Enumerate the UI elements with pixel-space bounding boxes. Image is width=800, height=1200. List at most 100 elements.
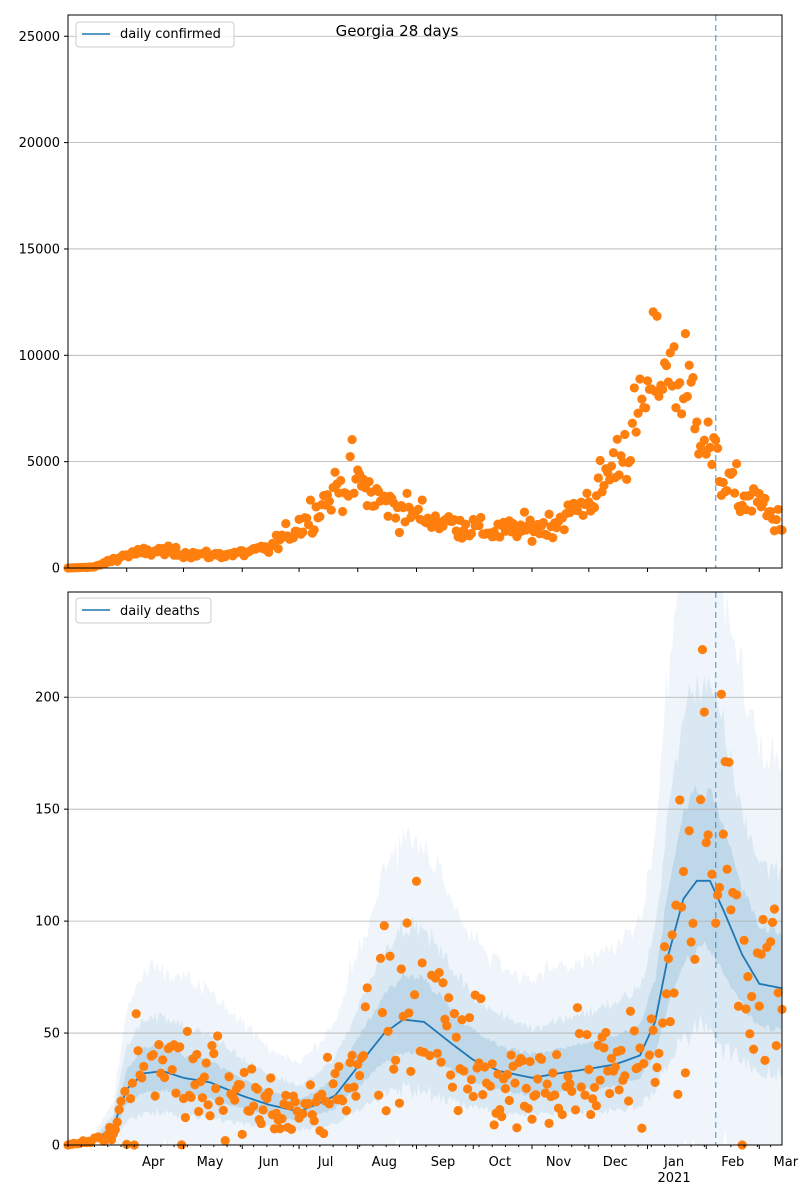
top-point-251 [538,517,548,528]
top-y-tick-label-4: 20000 [19,136,60,151]
bottom-x-tick-label-9: Jan [663,1155,684,1170]
top-point-254 [544,509,554,519]
top-point-302 [635,374,645,384]
bottom-point-303 [724,757,734,767]
top-point-272 [578,510,588,521]
bottom-point-102 [281,1090,291,1100]
top-point-303 [637,394,647,404]
bottom-point-309 [739,935,749,945]
bottom-point-306 [731,890,742,900]
top-point-300 [631,427,641,437]
bottom-point-42 [159,1072,170,1083]
bottom-point-69 [213,1031,223,1041]
bottom-point-322 [767,917,778,928]
bottom-axes-frame [67,591,783,1146]
bottom-point-29 [127,1078,137,1088]
bottom-point-325 [773,988,783,998]
top-point-374 [771,515,781,525]
bottom-point-53 [182,1026,192,1036]
bottom-point-289 [690,954,700,964]
bottom-point-274 [659,942,670,952]
bottom-point-156 [404,1008,414,1018]
bottom-point-179 [457,1015,467,1025]
bottom-point-292 [699,707,709,717]
bottom-point-176 [451,1032,461,1042]
bottom-point-182 [464,1013,475,1023]
bottom-panel: 0 50 100 150 200 Apr May Jun Jul Aug Sep Oct Nov Dec… [35,591,799,1186]
bottom-daily-deaths-line [67,879,783,1146]
bottom-band-1 [68,675,782,1145]
top-point-138 [324,496,334,506]
bottom-point-147 [381,1106,391,1116]
top-point-312 [654,391,664,401]
bottom-point-28 [125,1094,136,1104]
bottom-point-189 [478,1090,488,1100]
bottom-point-283 [677,902,687,912]
top-point-283 [599,481,609,491]
top-point-294 [620,429,630,440]
top-point-299 [629,383,639,393]
bottom-x-tick-label-0: Apr [142,1155,165,1170]
bottom-point-296 [711,918,721,928]
bottom-point-133 [345,1057,355,1068]
bottom-point-144 [375,953,386,963]
top-point-194 [430,511,441,521]
top-legend-label: daily confirmed [120,27,221,42]
bottom-point-209 [517,1055,528,1066]
bottom-point-232 [567,1086,577,1096]
bottom-point-304 [726,905,736,915]
bottom-point-221 [542,1079,552,1089]
bottom-point-155 [402,918,412,928]
top-point-324 [677,409,687,419]
bottom-point-124 [324,1099,334,1109]
bottom-point-313 [747,991,757,1002]
bottom-point-248 [601,1027,611,1038]
bottom-point-300 [718,829,728,839]
bottom-point-68 [211,1083,221,1094]
bottom-point-184 [468,1091,478,1102]
bottom-point-38 [150,1091,160,1101]
top-point-150 [347,434,357,445]
bottom-point-290 [695,795,706,805]
bottom-point-158 [409,990,420,1000]
bottom-point-225 [550,1090,560,1100]
top-point-179 [402,488,412,498]
bottom-point-302 [722,864,732,874]
top-series-daily-confirmed [63,307,787,573]
bottom-x-tick-label-1: May [197,1155,224,1170]
bottom-point-79 [235,1080,245,1090]
bottom-point-317 [756,949,766,959]
chart-title: Georgia 28 days [336,22,459,40]
bottom-point-297 [713,890,723,900]
bottom-point-163 [425,1050,435,1061]
bottom-x-tick-label-8: Dec [603,1155,628,1170]
bottom-point-275 [661,989,672,999]
bottom-point-84 [247,1064,257,1074]
bottom-y-ticks: 0 50 100 150 200 [35,691,68,1154]
bottom-point-273 [658,1018,668,1028]
top-point-115 [281,519,291,529]
bottom-point-45 [167,1065,177,1075]
top-point-332 [692,417,702,427]
top-point-124 [298,527,308,537]
top-point-139 [326,505,336,515]
bottom-y-tick-label-1: 50 [43,1027,60,1042]
bottom-point-120 [317,1089,327,1099]
bottom-point-323 [769,904,780,914]
top-point-185 [413,504,423,514]
bottom-point-224 [548,1068,558,1078]
bottom-point-201 [502,1069,512,1080]
top-point-327 [682,391,692,402]
bottom-band-2 [68,592,782,1145]
top-point-298 [627,418,637,428]
bottom-point-240 [586,1109,596,1120]
top-point-210 [461,519,471,529]
bottom-point-73 [224,1072,234,1082]
bottom-legend: daily deaths [75,597,212,624]
bottom-point-151 [391,1055,401,1065]
top-point-278 [589,502,600,513]
top-point-128 [305,495,316,505]
bottom-point-285 [680,1068,691,1078]
bottom-point-128 [334,1061,344,1072]
